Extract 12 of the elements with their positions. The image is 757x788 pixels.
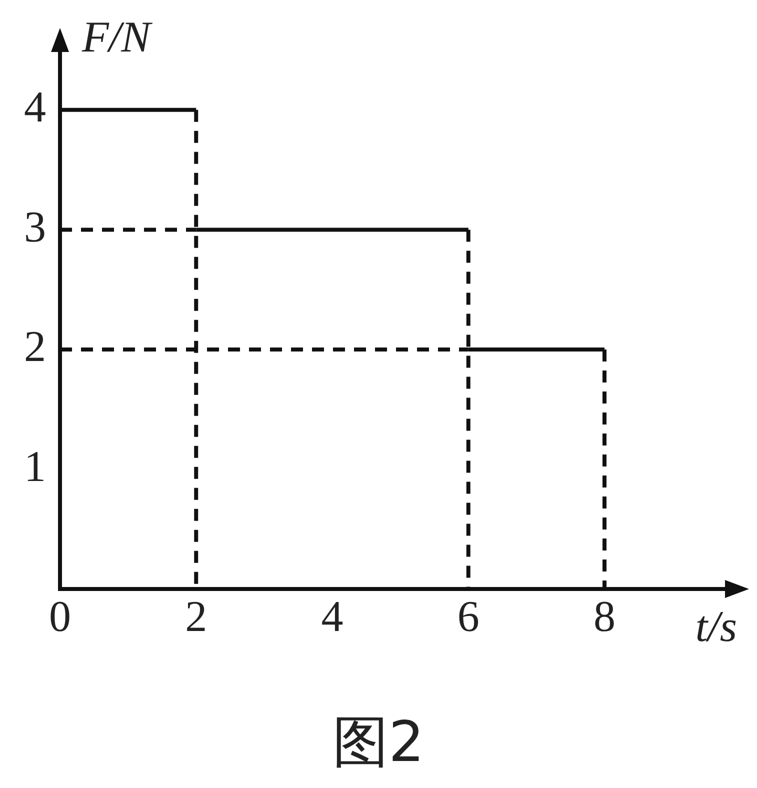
x-tick-label: 4 bbox=[321, 592, 344, 642]
x-tick-label: 8 bbox=[593, 592, 616, 642]
y-tick-label: 2 bbox=[24, 322, 46, 372]
y-tick-label: 1 bbox=[24, 442, 46, 491]
x-tick-label: 2 bbox=[185, 592, 208, 642]
y-tick-label: 4 bbox=[24, 82, 46, 132]
y-axis-title: F/N bbox=[81, 12, 154, 62]
x-tick-label: 0 bbox=[49, 592, 71, 642]
y-tick-label: 3 bbox=[24, 202, 46, 252]
x-axis-title: t/s bbox=[695, 602, 737, 651]
x-tick-label: 6 bbox=[457, 592, 480, 642]
caption: 图2 bbox=[332, 709, 426, 777]
